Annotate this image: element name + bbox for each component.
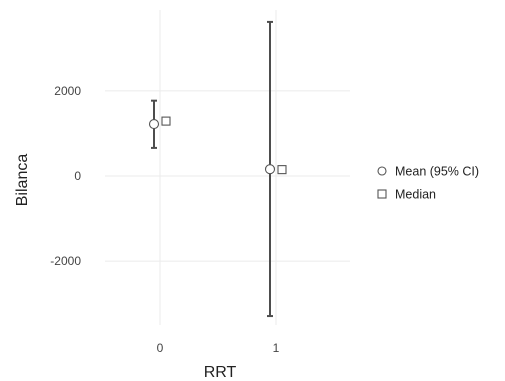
y-tick-label: 0: [74, 169, 81, 183]
legend-circle-marker: [377, 166, 387, 176]
x-tick-label: 0: [157, 341, 164, 355]
error-bars: [151, 20, 273, 318]
mean-point: [148, 119, 160, 130]
y-axis-ticks: -2000 0 2000: [50, 84, 81, 268]
data-points: [148, 116, 287, 175]
median-point: [161, 116, 171, 126]
legend-label-median: Median: [395, 188, 436, 202]
mean-point: [264, 164, 276, 175]
x-tick-label: 1: [273, 341, 280, 355]
legend-square-marker: [377, 189, 387, 199]
x-axis-title: RRT: [204, 364, 237, 381]
grid: [105, 10, 350, 325]
legend-label-mean: Mean (95% CI): [395, 165, 479, 179]
x-axis-ticks: 0 1: [157, 341, 280, 355]
median-point: [277, 165, 287, 175]
y-tick-label: -2000: [50, 254, 81, 268]
y-tick-label: 2000: [54, 84, 81, 98]
legend: Mean (95% CI) Median: [377, 165, 479, 202]
y-axis-title: Bilanca: [14, 154, 31, 207]
